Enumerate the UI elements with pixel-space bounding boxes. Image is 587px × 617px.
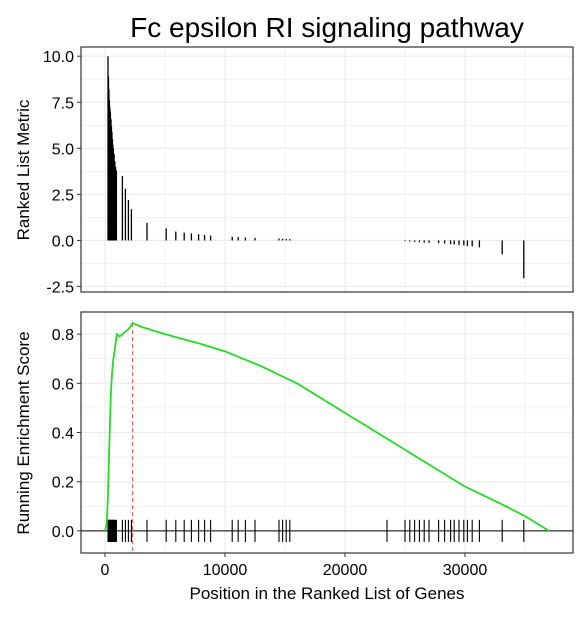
ranked-list-y-tick-label: 10.0 bbox=[43, 49, 74, 66]
running-es-y-label: Running Enrichment Score bbox=[14, 331, 33, 534]
x-axis: 0 10000 20000 30000 bbox=[101, 553, 488, 579]
running-es-curve bbox=[104, 321, 550, 532]
ranked-list-y-tick-label: 5.0 bbox=[52, 141, 74, 158]
running-es-hits bbox=[81, 519, 573, 542]
running-es-panel: 0.0 0.2 0.4 0.6 0.8 0 10000 20000 30000 Running… bbox=[14, 311, 574, 603]
x-axis-tick-label: 20000 bbox=[323, 562, 368, 579]
running-es-y-axis: 0.0 0.2 0.4 0.6 0.8 bbox=[52, 327, 81, 541]
running-es-y-tick-label: 0.4 bbox=[52, 426, 74, 443]
x-axis-tick-label: 0 bbox=[101, 562, 110, 579]
chart-title: Fc epsilon RI signaling pathway bbox=[130, 12, 524, 43]
x-axis-tick-label: 30000 bbox=[443, 562, 488, 579]
ranked-list-y-tick-label: 0.0 bbox=[52, 233, 74, 250]
x-axis-label: Position in the Ranked List of Genes bbox=[190, 584, 465, 603]
ranked-list-y-tick-label: 7.5 bbox=[52, 95, 74, 112]
ranked-list-bars bbox=[107, 56, 525, 279]
ranked-list-y-tick-label: 2.5 bbox=[52, 187, 74, 204]
ranked-list-grid bbox=[81, 47, 573, 292]
running-es-y-tick-label: 0.6 bbox=[52, 376, 74, 393]
running-es-y-tick-label: 0.8 bbox=[52, 327, 74, 344]
ranked-list-y-label: Ranked List Metric bbox=[14, 99, 33, 240]
running-es-curve-group bbox=[104, 321, 550, 553]
ranked-list-y-tick-label: -2.5 bbox=[46, 279, 74, 296]
ranked-list-panel-border bbox=[80, 46, 574, 293]
x-axis-tick-label: 10000 bbox=[203, 562, 248, 579]
running-es-y-tick-label: 0.2 bbox=[52, 475, 74, 492]
ranked-list-y-axis: -2.5 0.0 2.5 5.0 7.5 10.0 bbox=[43, 49, 81, 296]
ranked-list-panel: -2.5 0.0 2.5 5.0 7.5 10.0 Ranked List Metric bbox=[14, 46, 574, 296]
running-es-y-tick-label: 0.0 bbox=[52, 524, 74, 541]
running-es-grid bbox=[81, 312, 573, 553]
